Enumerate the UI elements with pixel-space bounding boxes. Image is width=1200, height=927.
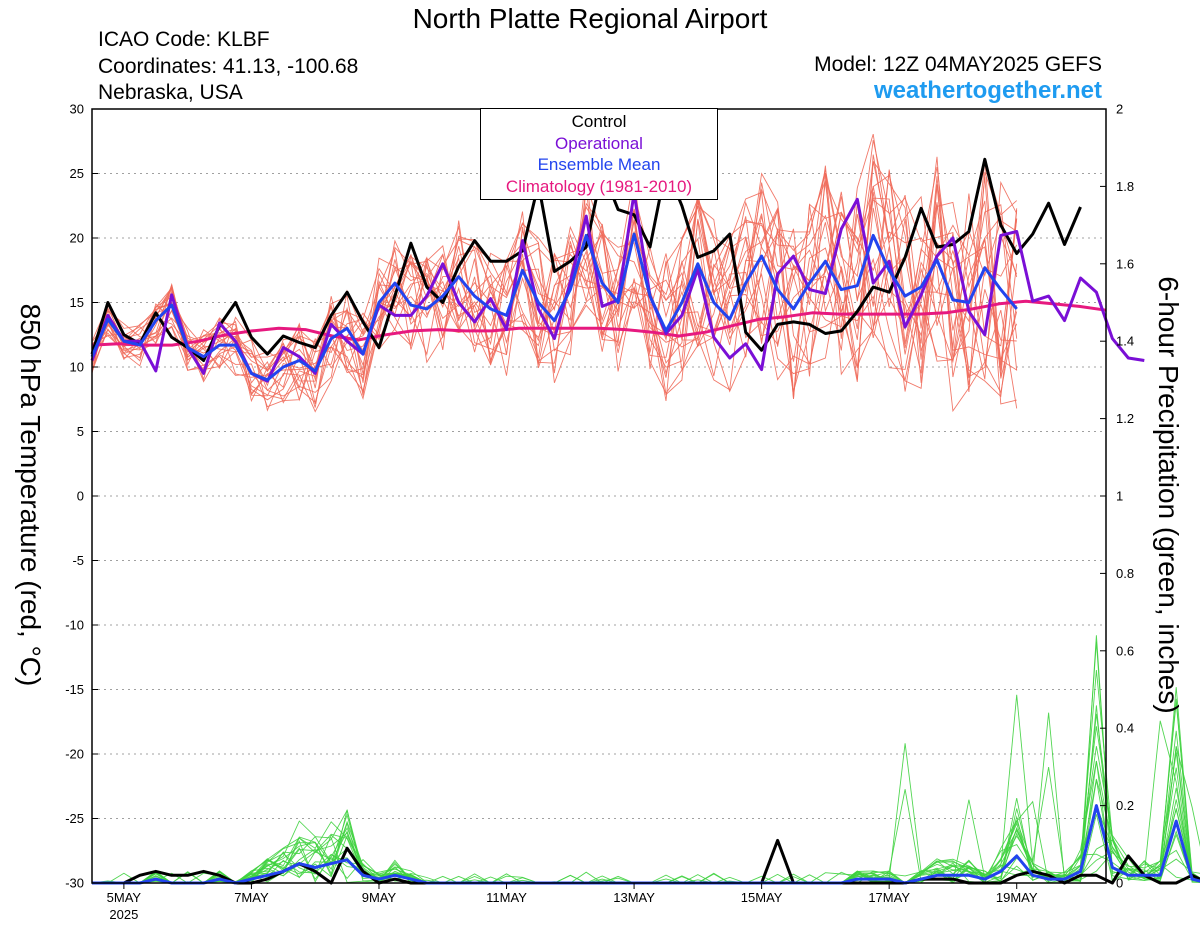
gridlines	[92, 108, 1106, 884]
x-tick-label: 15MAY	[741, 890, 783, 905]
legend: Control Operational Ensemble Mean Climat…	[480, 108, 718, 200]
y2-tick-label: 0.2	[1116, 798, 1134, 813]
precip-member-line	[92, 726, 1200, 884]
x-tick-label: 9MAY	[362, 890, 397, 905]
y-tick-label: 10	[70, 360, 84, 375]
y-tick-label: -15	[65, 682, 84, 697]
x-tick-label: 13MAY	[613, 890, 655, 905]
temp-member-line	[91, 172, 1018, 413]
left-axis-ticks: 30 25 20 15 10 5 0 -5 -10 -15 -20 -25 -30	[65, 102, 98, 891]
chart-title: North Platte Regional Airport	[412, 3, 768, 34]
precip-member-line	[91, 779, 1200, 884]
y2-tick-label: 0.8	[1116, 566, 1134, 581]
y2-tick-label: 0.6	[1116, 643, 1134, 658]
main-series	[90, 157, 1200, 885]
x-tick-label: 5MAY	[107, 890, 142, 905]
y-tick-label: 20	[70, 231, 84, 246]
temp-member-line	[91, 193, 1018, 394]
legend-climatology: Climatology (1981-2010)	[505, 176, 693, 196]
y-axis-label-left: 850 hPa Temperature (red, °C)	[15, 303, 46, 687]
plot-frame	[91, 108, 1107, 884]
coordinates: Coordinates: 41.13, -100.68	[98, 55, 359, 78]
y2-tick-label: 0	[1116, 876, 1123, 891]
precip-member-line	[92, 669, 1200, 884]
y2-tick-label: 1.6	[1116, 256, 1134, 271]
x-tick-label: 11MAY	[486, 890, 527, 905]
series-control	[90, 157, 1082, 362]
series-ensemble-mean	[90, 232, 1018, 382]
model-run: Model: 12Z 04MAY2025 GEFS	[814, 53, 1102, 76]
icao-code: ICAO Code: KLBF	[98, 28, 270, 51]
y-tick-label: -10	[65, 618, 84, 633]
legend-ensemble-mean: Ensemble Mean	[537, 155, 661, 174]
precip-member-line	[92, 687, 1200, 884]
region: Nebraska, USA	[98, 81, 243, 104]
y-tick-label: 5	[77, 424, 84, 439]
y2-tick-label: 2	[1116, 102, 1123, 117]
y-axis-label-right: 6-hour Precipitation (green, inches)	[1153, 276, 1184, 714]
y-tick-label: 25	[70, 166, 84, 181]
y-tick-label: -5	[72, 553, 84, 568]
x-tick-year: 2025	[109, 907, 138, 922]
temp-member-line	[91, 179, 1018, 397]
legend-operational: Operational	[555, 133, 643, 153]
temp-member-line	[91, 201, 1018, 396]
y-tick-label: -25	[65, 811, 84, 826]
right-axis-ticks: 2 1.8 1.6 1.4 1.2 1 0.8 0.6 0.4 0.2 0	[1100, 102, 1134, 891]
brand-link[interactable]: weathertogether.net	[873, 77, 1102, 104]
precip-member-line	[92, 635, 1200, 884]
x-axis-ticks: 5MAY 2025 7MAY 9MAY 11MAY 13MAY 15MAY 17MAY 19MA…	[107, 883, 1038, 922]
y2-tick-label: 1.2	[1116, 411, 1134, 426]
temp-member-line	[91, 165, 1018, 405]
y2-tick-label: 1.4	[1116, 334, 1134, 349]
x-tick-label: 19MAY	[996, 890, 1038, 905]
y2-tick-label: 0.4	[1116, 721, 1134, 736]
y-tick-label: 15	[70, 295, 84, 310]
x-tick-label: 7MAY	[234, 890, 269, 905]
y2-tick-label: 1	[1116, 489, 1123, 504]
ensemble-members	[91, 133, 1200, 884]
y2-tick-label: 1.8	[1116, 179, 1134, 194]
y-tick-label: -30	[65, 876, 84, 891]
legend-control: Control	[571, 112, 627, 131]
y-tick-label: -20	[65, 747, 84, 762]
x-tick-label: 17MAY	[868, 890, 910, 905]
temp-member-line	[91, 160, 1018, 409]
series-climatology-1981-2010	[91, 299, 1107, 347]
precip-member-line	[92, 641, 1200, 884]
y-tick-label: 0	[77, 489, 84, 504]
y-tick-label: 30	[70, 102, 84, 117]
